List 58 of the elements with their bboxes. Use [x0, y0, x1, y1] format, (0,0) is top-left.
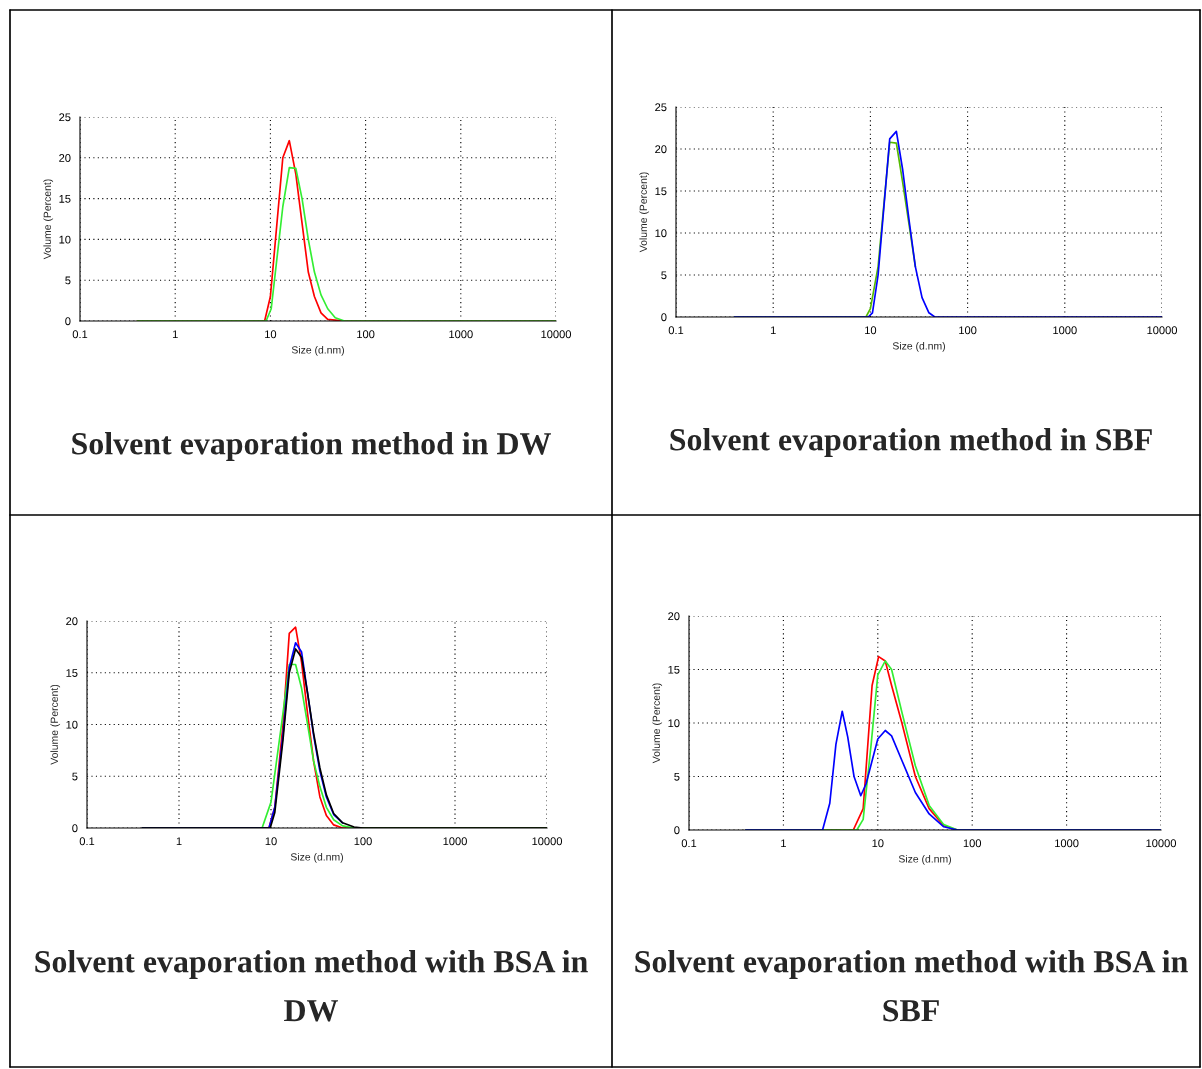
y-tick-label: 0	[661, 313, 667, 322]
y-tick-label: 15	[66, 669, 78, 677]
x-tick-label: 1	[781, 839, 786, 848]
x-tick-label: 1000	[1053, 326, 1077, 335]
y-axis-title: Volume (Percent)	[50, 684, 61, 765]
x-tick-label: 100	[357, 330, 375, 339]
y-tick-label: 15	[59, 194, 71, 203]
y-tick-label: 25	[655, 103, 667, 112]
x-tick-label: 1	[172, 330, 178, 339]
y-tick-label: 10	[59, 235, 71, 244]
x-tick-label: 10	[872, 839, 884, 848]
x-tick-label: 0.1	[681, 839, 697, 848]
text: Solvent evaporation method with BSA in SBF	[635, 950, 1188, 1022]
text: Solvent evaporation method in DW	[72, 432, 551, 461]
y-axis-title: Volume (Percent)	[43, 179, 54, 260]
y-tick-label: 10	[668, 719, 680, 728]
x-tick-label: 10	[265, 837, 277, 846]
x-tick-label: 10000	[532, 837, 563, 846]
y-tick-label: 15	[655, 187, 667, 196]
y-tick-label: 15	[668, 665, 680, 674]
y-tick-label: 25	[59, 113, 71, 122]
x-axis-title: Size (d.nm)	[291, 345, 344, 356]
x-axis-title: Size (d.nm)	[290, 852, 343, 863]
y-tick-label: 0	[674, 826, 680, 835]
y-axis-title: Volume (Percent)	[652, 683, 663, 764]
x-tick-label: 10000	[541, 330, 572, 339]
x-axis-title: Size (d.nm)	[892, 341, 945, 352]
x-tick-label: 1	[176, 837, 182, 846]
x-tick-label: 0.1	[79, 837, 95, 846]
x-tick-label: 100	[963, 839, 982, 848]
y-tick-label: 20	[668, 612, 680, 621]
x-tick-label: 0.1	[668, 326, 684, 335]
y-tick-label: 10	[655, 229, 667, 238]
y-tick-label: 0	[65, 317, 71, 326]
text: Solvent evaporation method with BSA in DW	[35, 950, 588, 1022]
x-tick-label: 10	[865, 326, 877, 335]
y-tick-label: 5	[72, 772, 78, 781]
y-tick-label: 5	[65, 276, 71, 285]
x-tick-label: 1000	[443, 837, 467, 846]
x-tick-label: 1	[770, 326, 776, 335]
x-tick-label: 0.1	[72, 330, 88, 339]
y-tick-label: 10	[66, 720, 78, 729]
y-tick-label: 20	[655, 145, 667, 154]
x-tick-label: 10000	[1147, 326, 1178, 335]
y-tick-label: 0	[72, 824, 78, 833]
y-axis-title: Volume (Percent)	[639, 172, 650, 253]
x-tick-label: 1000	[1055, 839, 1079, 848]
x-tick-label: 1000	[449, 330, 473, 339]
y-tick-label: 5	[674, 772, 680, 781]
y-tick-label: 5	[661, 271, 667, 280]
text: Solvent evaporation method in SBF	[670, 428, 1152, 457]
x-axis-title: Size (d.nm)	[898, 854, 951, 865]
x-tick-label: 10000	[1146, 839, 1177, 848]
y-tick-label: 20	[66, 617, 78, 626]
x-tick-label: 100	[959, 326, 977, 335]
x-tick-label: 10	[265, 330, 277, 339]
x-tick-label: 100	[354, 837, 372, 846]
y-tick-label: 20	[59, 154, 71, 162]
